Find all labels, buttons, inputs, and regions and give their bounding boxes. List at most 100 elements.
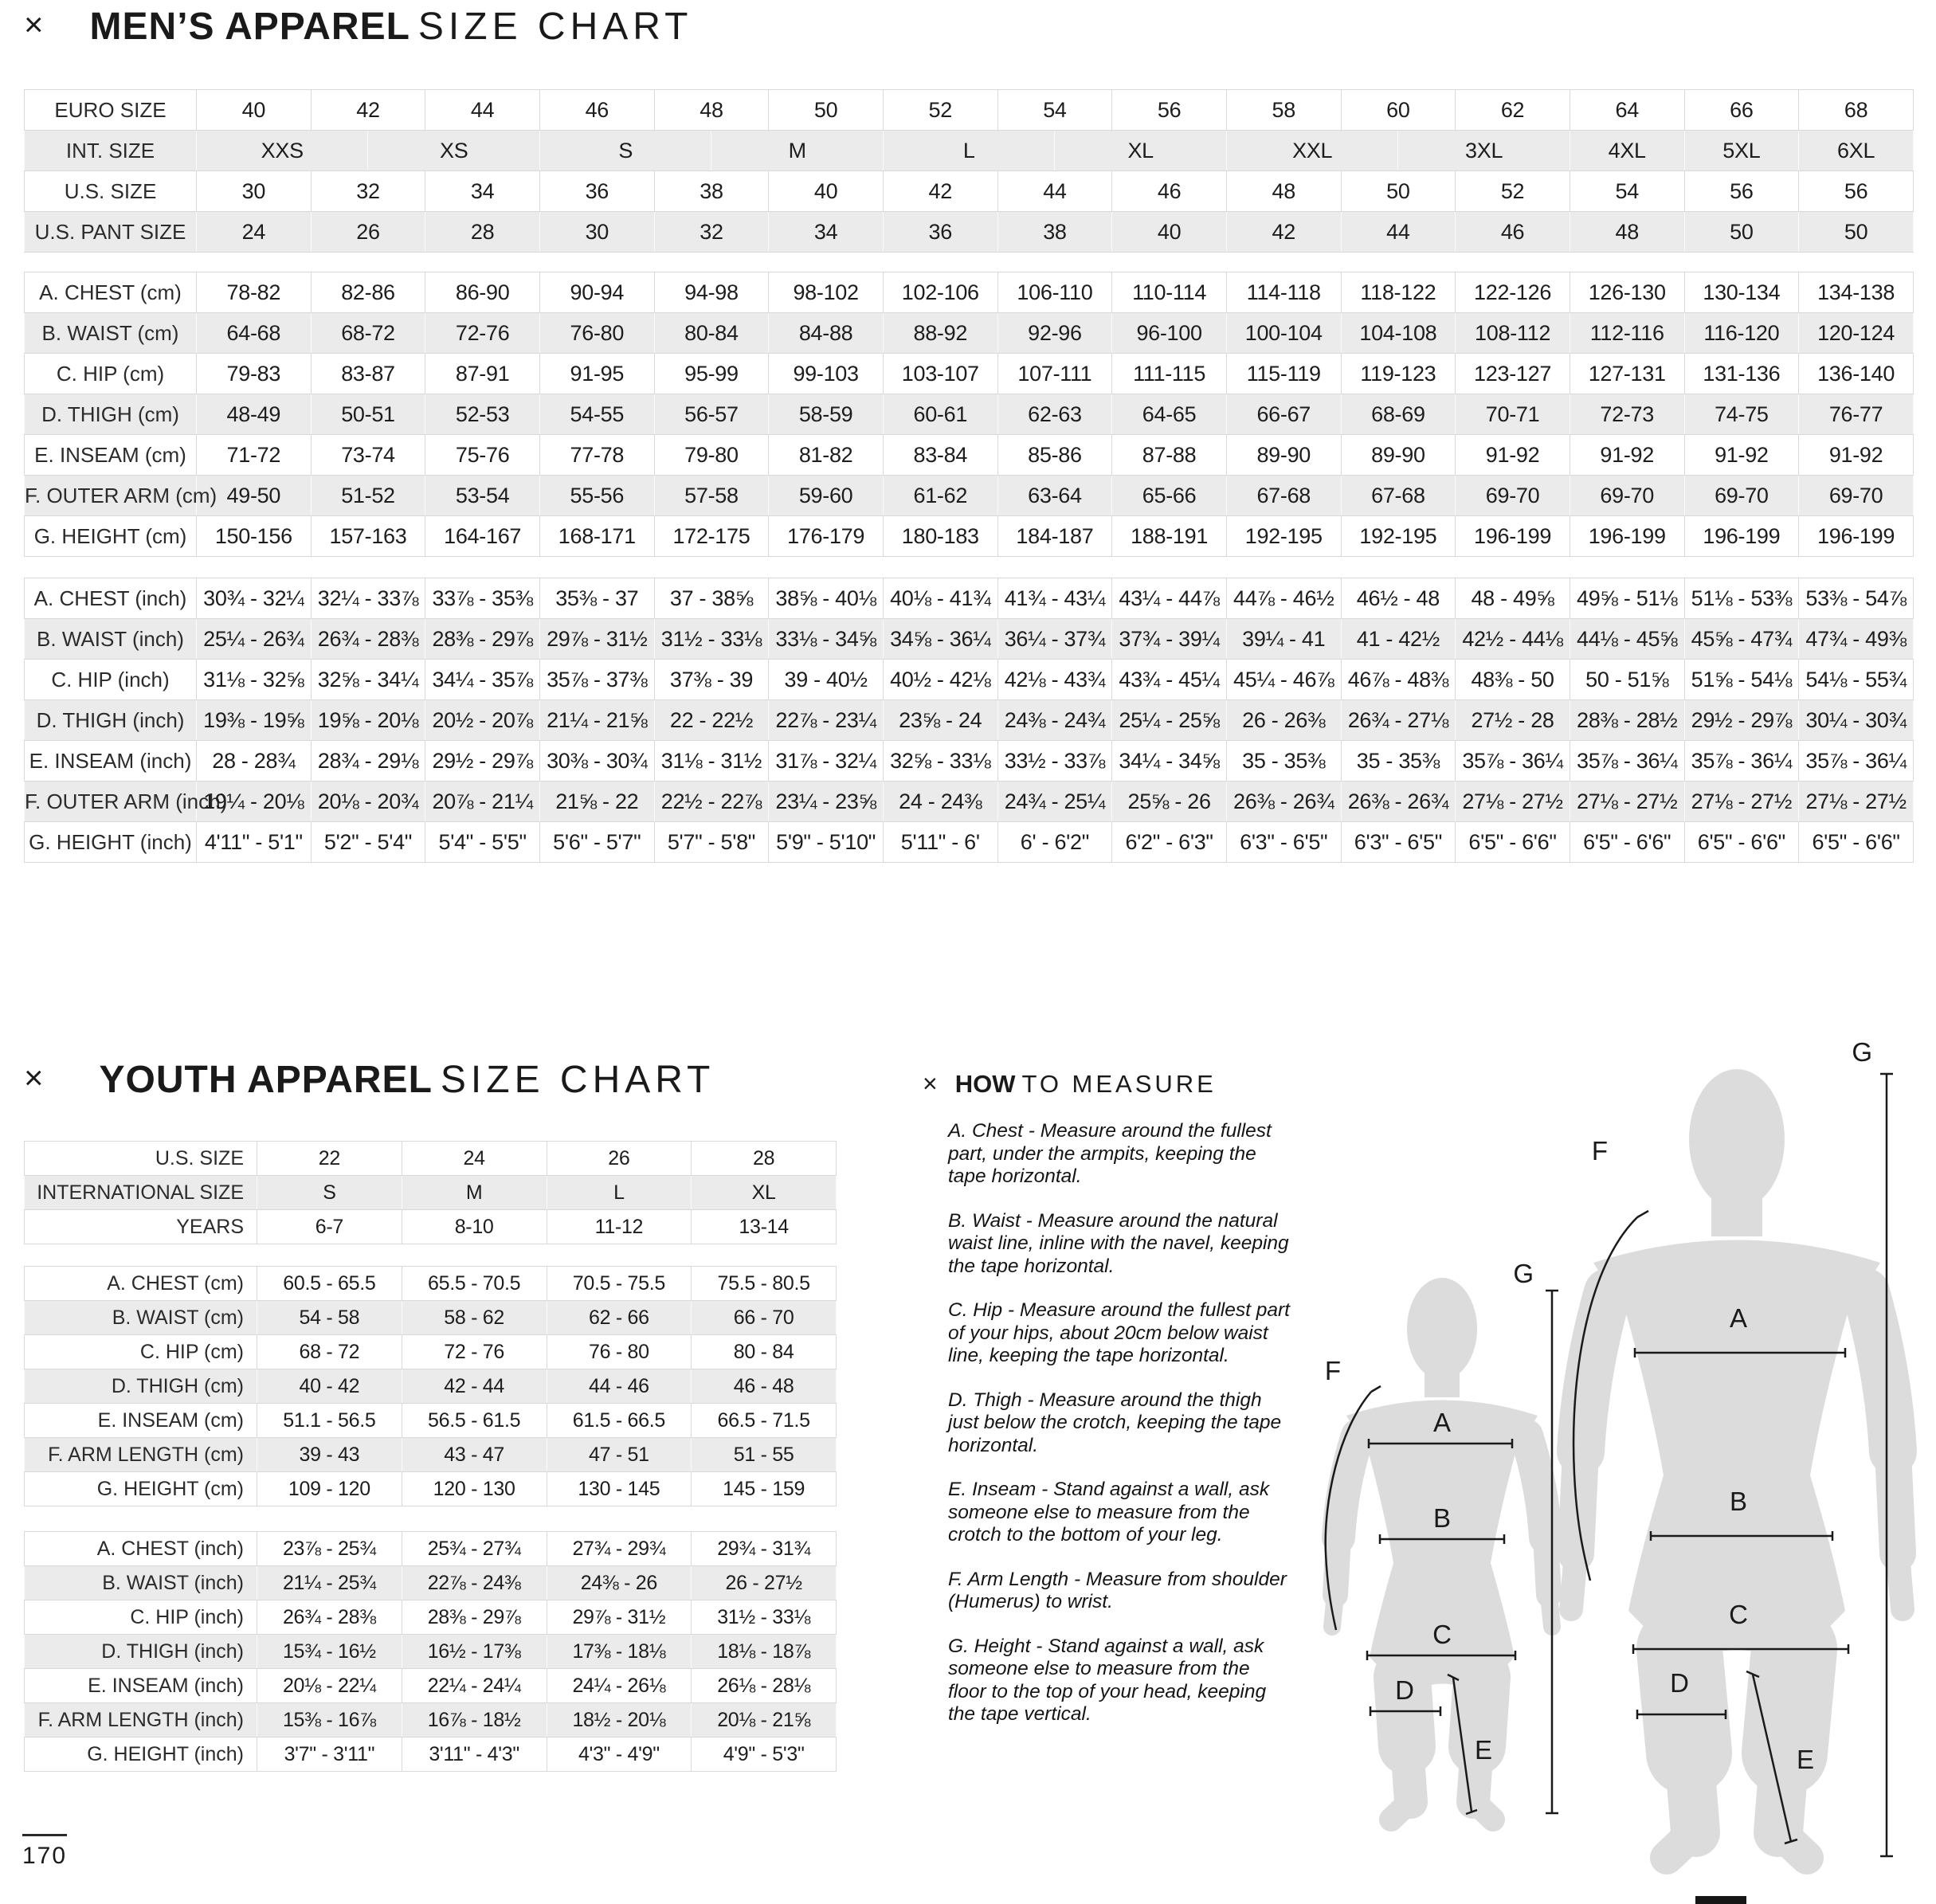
- table-cell: 70.5 - 75.5: [546, 1266, 692, 1301]
- table-cell: 157-163: [310, 515, 426, 557]
- how-to-measure-text: A. Chest - Measure around the fullest pa…: [948, 1120, 1292, 1726]
- table-cell: 107-111: [997, 353, 1113, 394]
- table-cell: 15¾ - 16½: [257, 1634, 402, 1669]
- table-cell: 3XL: [1397, 130, 1570, 171]
- youth-sizes-table: U.S. SIZE 22 24 26 28 INTERNATIONAL SIZE S M L XL…: [24, 1141, 837, 1244]
- row-label: E. INSEAM (inch): [24, 1668, 257, 1703]
- table-cell: 98-102: [768, 272, 884, 313]
- table-cell: 89-90: [1340, 434, 1456, 476]
- table-cell: 50: [768, 89, 884, 131]
- arm-measure-arc: [1324, 1385, 1381, 1631]
- mens-sizes-table: EURO SIZE 40 42 44 46 48 50 52 54 56 58 60 62 64 66 68 I…: [24, 89, 1914, 253]
- table-cell: 196-199: [1569, 515, 1685, 557]
- table-row: G. HEIGHT (inch) 4'11" - 5'1" 5'2" - 5'4" 5…: [24, 821, 1914, 863]
- title-bold: YOUTH APPAREL: [99, 1059, 433, 1101]
- table-cell: 50-51: [310, 394, 426, 435]
- table-cell: 83-84: [882, 434, 998, 476]
- figure-label-arm: F: [1592, 1136, 1608, 1166]
- table-cell: 19¼ - 20⅛: [196, 781, 312, 822]
- table-cell: 51-52: [310, 475, 426, 516]
- table-cell: 25¼ - 26¾: [196, 618, 312, 660]
- youth-measure-marks: A B C D E F G: [1324, 1259, 1558, 1816]
- table-cell: 85-86: [997, 434, 1113, 476]
- table-cell: 32: [653, 211, 770, 253]
- table-cell: 40: [196, 89, 312, 131]
- table-cell: 87-91: [425, 353, 540, 394]
- table-cell: 32: [310, 170, 426, 212]
- table-cell: 58-59: [768, 394, 884, 435]
- table-cell: 62-63: [997, 394, 1113, 435]
- table-cell: 34: [768, 211, 884, 253]
- table-cell: 56: [1798, 170, 1914, 212]
- table-cell: 33⅞ - 35⅜: [425, 578, 540, 619]
- table-cell: 5'7" - 5'8": [653, 821, 770, 863]
- row-label: B. WAIST (cm): [24, 312, 197, 354]
- table-row: F. OUTER ARM (inch) 19¼ - 20⅛ 20⅛ - 20¾ 20⅞…: [24, 781, 1914, 822]
- waist-measure-line: [1378, 1534, 1506, 1544]
- row-label: G. HEIGHT (cm): [24, 515, 197, 557]
- table-cell: 120 - 130: [401, 1471, 547, 1506]
- table-cell: 61-62: [882, 475, 998, 516]
- table-cell: 24¼ - 26⅛: [546, 1668, 692, 1703]
- table-cell: 23¼ - 23⅝: [768, 781, 884, 822]
- table-cell: 26: [546, 1141, 692, 1176]
- table-cell: 24⅜ - 24¾: [997, 699, 1113, 741]
- table-cell: 37⅜ - 39: [653, 659, 770, 700]
- table-cell: 46⅞ - 48⅜: [1340, 659, 1456, 700]
- table-cell: 49⅝ - 51⅛: [1569, 578, 1685, 619]
- table-cell: 95-99: [653, 353, 770, 394]
- table-cell: 27¾ - 29¾: [546, 1531, 692, 1566]
- table-cell: 26 - 27½: [691, 1565, 837, 1600]
- table-cell: 39 - 40½: [768, 659, 884, 700]
- table-cell: 43¾ - 45¼: [1111, 659, 1227, 700]
- table-cell: 40: [768, 170, 884, 212]
- table-cell: 168-171: [539, 515, 655, 557]
- title-light: SIZE CHART: [417, 6, 693, 48]
- how-to-paragraph: A. Chest - Measure around the fullest pa…: [948, 1120, 1272, 1187]
- table-cell: 21⅝ - 22: [539, 781, 655, 822]
- table-cell: 42: [1225, 211, 1342, 253]
- table-cell: 192-195: [1225, 515, 1342, 557]
- table-cell: 192-195: [1340, 515, 1456, 557]
- table-cell: 24⅜ - 26: [546, 1565, 692, 1600]
- table-cell: 6'3" - 6'5": [1225, 821, 1342, 863]
- youth-inch-table: A. CHEST (inch) 23⅞ - 25¾ 25¾ - 27¾ 27¾ - 2…: [24, 1531, 837, 1772]
- table-cell: 54-55: [539, 394, 655, 435]
- table-cell: 64-65: [1111, 394, 1227, 435]
- table-cell: 69-70: [1455, 475, 1570, 516]
- hip-measure-line: [1366, 1651, 1517, 1660]
- table-cell: 31⅛ - 32⅝: [196, 659, 312, 700]
- table-cell: 54⅛ - 55¾: [1798, 659, 1914, 700]
- table-cell: 66-67: [1225, 394, 1342, 435]
- table-row: A. CHEST (inch) 30¾ - 32¼ 32¼ - 33⅞ 33⅞ - 3…: [24, 578, 1914, 619]
- table-cell: 48⅜ - 50: [1455, 659, 1570, 700]
- table-cell: 35 - 35⅜: [1340, 740, 1456, 782]
- table-cell: 46: [1455, 211, 1570, 253]
- table-cell: 20½ - 20⅞: [425, 699, 540, 741]
- table-cell: 26⅜ - 26¾: [1340, 781, 1456, 822]
- table-cell: 69-70: [1683, 475, 1800, 516]
- table-cell: 46: [539, 89, 655, 131]
- table-cell: 35⅜ - 37: [539, 578, 655, 619]
- table-cell: 91-92: [1683, 434, 1800, 476]
- table-cell: 118-122: [1340, 272, 1456, 313]
- table-row: E. INSEAM (inch) 28 - 28¾ 28¾ - 29⅛ 29½ - 2…: [24, 740, 1914, 782]
- table-cell: 30: [539, 211, 655, 253]
- table-cell: 29½ - 29⅞: [425, 740, 540, 782]
- table-cell: 134-138: [1798, 272, 1914, 313]
- table-cell: 79-83: [196, 353, 312, 394]
- table-cell: 3'7" - 3'11": [257, 1737, 402, 1772]
- table-cell: 79-80: [653, 434, 770, 476]
- table-cell: 53⅜ - 54⅞: [1798, 578, 1914, 619]
- table-cell: 42: [882, 170, 998, 212]
- table-cell: 120-124: [1798, 312, 1914, 354]
- mens-inch-table: A. CHEST (inch) 30¾ - 32¼ 32¼ - 33⅞ 33⅞ - 3…: [24, 578, 1914, 863]
- table-row: C. HIP (cm) 79-83 83-87 87-91 91-95 95-99 99-1…: [24, 353, 1914, 394]
- table-cell: 5'2" - 5'4": [310, 821, 426, 863]
- table-cell: 21¼ - 21⅝: [539, 699, 655, 741]
- how-to-paragraph: C. Hip - Measure around the fullest part…: [948, 1299, 1290, 1366]
- how-to-paragraph: F. Arm Length - Measure from shoulder (H…: [948, 1568, 1287, 1613]
- table-cell: 34¼ - 34⅝: [1111, 740, 1227, 782]
- thigh-measure-line: [1636, 1710, 1727, 1719]
